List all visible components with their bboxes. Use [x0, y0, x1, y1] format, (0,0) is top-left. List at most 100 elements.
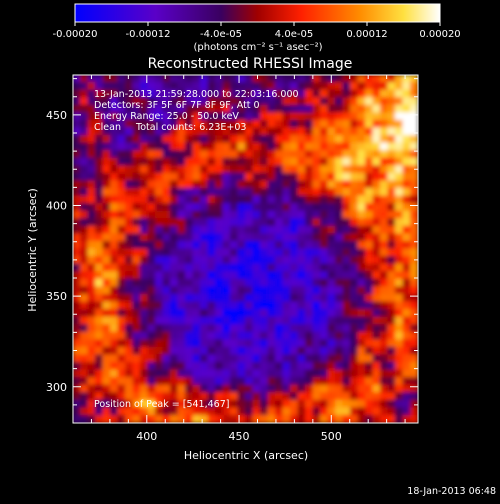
heatmap-cell — [73, 377, 81, 386]
heatmap-cell — [185, 127, 194, 137]
heatmap-cell — [297, 339, 306, 348]
heatmap-cell — [312, 369, 321, 379]
heatmap-cell — [140, 377, 149, 386]
heatmap-cell — [170, 392, 179, 401]
heatmap-cell — [177, 142, 186, 152]
heatmap-cell — [125, 82, 134, 91]
heatmap-cell — [117, 293, 126, 303]
heatmap-cell — [275, 309, 284, 318]
heatmap-cell — [192, 218, 201, 227]
heatmap-cell — [260, 354, 269, 363]
heatmap-cell — [395, 248, 404, 258]
heatmap-cell — [80, 89, 89, 99]
heatmap-cell — [395, 233, 404, 242]
heatmap-cell — [200, 278, 209, 288]
heatmap-cell — [230, 203, 239, 212]
heatmap-cell — [192, 316, 201, 326]
heatmap-cell — [282, 331, 291, 341]
heatmap-cell — [357, 180, 366, 189]
heatmap-cell — [342, 278, 351, 288]
heatmap-cell — [365, 225, 374, 235]
heatmap-cell — [222, 339, 231, 348]
heatmap-cell — [267, 112, 276, 121]
heatmap-cell — [327, 195, 336, 205]
heatmap-cell — [207, 165, 216, 174]
heatmap-cell — [365, 180, 374, 189]
heatmap-cell — [297, 293, 306, 303]
heatmap-cell — [215, 127, 224, 137]
heatmap-cell — [155, 399, 164, 409]
heatmap-cell — [200, 112, 209, 121]
heatmap-cell — [140, 119, 149, 129]
heatmap-cell — [110, 233, 119, 242]
heatmap-cell — [110, 316, 119, 326]
heatmap-cell — [297, 165, 306, 174]
heatmap-cell — [87, 75, 96, 84]
heatmap-cell — [110, 354, 119, 363]
heatmap-cell — [305, 104, 314, 114]
heatmap-cell — [147, 331, 156, 341]
heatmap-cell — [305, 180, 314, 189]
heatmap-cell — [177, 203, 186, 212]
heatmap-cell — [297, 240, 306, 250]
heatmap-cell — [380, 127, 389, 137]
heatmap-cell — [132, 89, 141, 99]
heatmap-cell — [267, 75, 276, 84]
heatmap-cell — [185, 256, 194, 265]
heatmap-cell — [132, 240, 141, 250]
heatmap-cell — [305, 361, 314, 371]
heatmap-cell — [192, 187, 201, 197]
heatmap-cell — [365, 369, 374, 379]
heatmap-cell — [290, 97, 299, 106]
heatmap-cell — [335, 82, 344, 91]
heatmap-cell — [110, 309, 119, 318]
heatmap-cell — [73, 157, 81, 167]
heatmap — [73, 75, 418, 423]
heatmap-cell — [260, 172, 269, 182]
heatmap-cell — [170, 240, 179, 250]
heatmap-cell — [350, 112, 359, 121]
heatmap-cell — [395, 271, 404, 280]
heatmap-cell — [207, 377, 216, 386]
heatmap-cell — [185, 142, 194, 152]
heatmap-cell — [365, 293, 374, 303]
heatmap-cell — [200, 301, 209, 311]
heatmap-cell — [147, 361, 156, 371]
heatmap-cell — [222, 377, 231, 386]
heatmap-cell — [312, 407, 321, 416]
heatmap-cell — [87, 210, 96, 220]
heatmap-cell — [185, 104, 194, 114]
heatmap-cell — [245, 256, 254, 265]
heatmap-cell — [95, 240, 104, 250]
heatmap-cell — [102, 286, 111, 295]
heatmap-cell — [102, 339, 111, 348]
heatmap-cell — [80, 75, 89, 84]
heatmap-cell — [162, 384, 171, 394]
heatmap-cell — [170, 399, 179, 409]
heatmap-cell — [177, 392, 186, 401]
heatmap-cell — [342, 384, 351, 394]
heatmap-cell — [282, 180, 291, 189]
heatmap-cell — [372, 248, 381, 258]
heatmap-cell — [87, 331, 96, 341]
heatmap-cell — [200, 339, 209, 348]
heatmap-cell — [132, 354, 141, 363]
heatmap-cell — [147, 218, 156, 227]
heatmap-cell — [245, 286, 254, 295]
heatmap-cell — [177, 127, 186, 137]
heatmap-cell — [80, 157, 89, 167]
heatmap-cell — [125, 278, 134, 288]
heatmap-cell — [102, 301, 111, 311]
heatmap-cell — [147, 316, 156, 326]
heatmap-cell — [125, 271, 134, 280]
heatmap-cell — [357, 75, 366, 84]
heatmap-cell — [110, 293, 119, 303]
heatmap-cell — [305, 157, 314, 167]
heatmap-cell — [95, 233, 104, 242]
heatmap-cell — [252, 75, 261, 84]
heatmap-cell — [387, 354, 396, 363]
heatmap-cell — [312, 150, 321, 159]
heatmap-cell — [245, 82, 254, 91]
heatmap-cell — [267, 309, 276, 318]
heatmap-cell — [305, 233, 314, 242]
